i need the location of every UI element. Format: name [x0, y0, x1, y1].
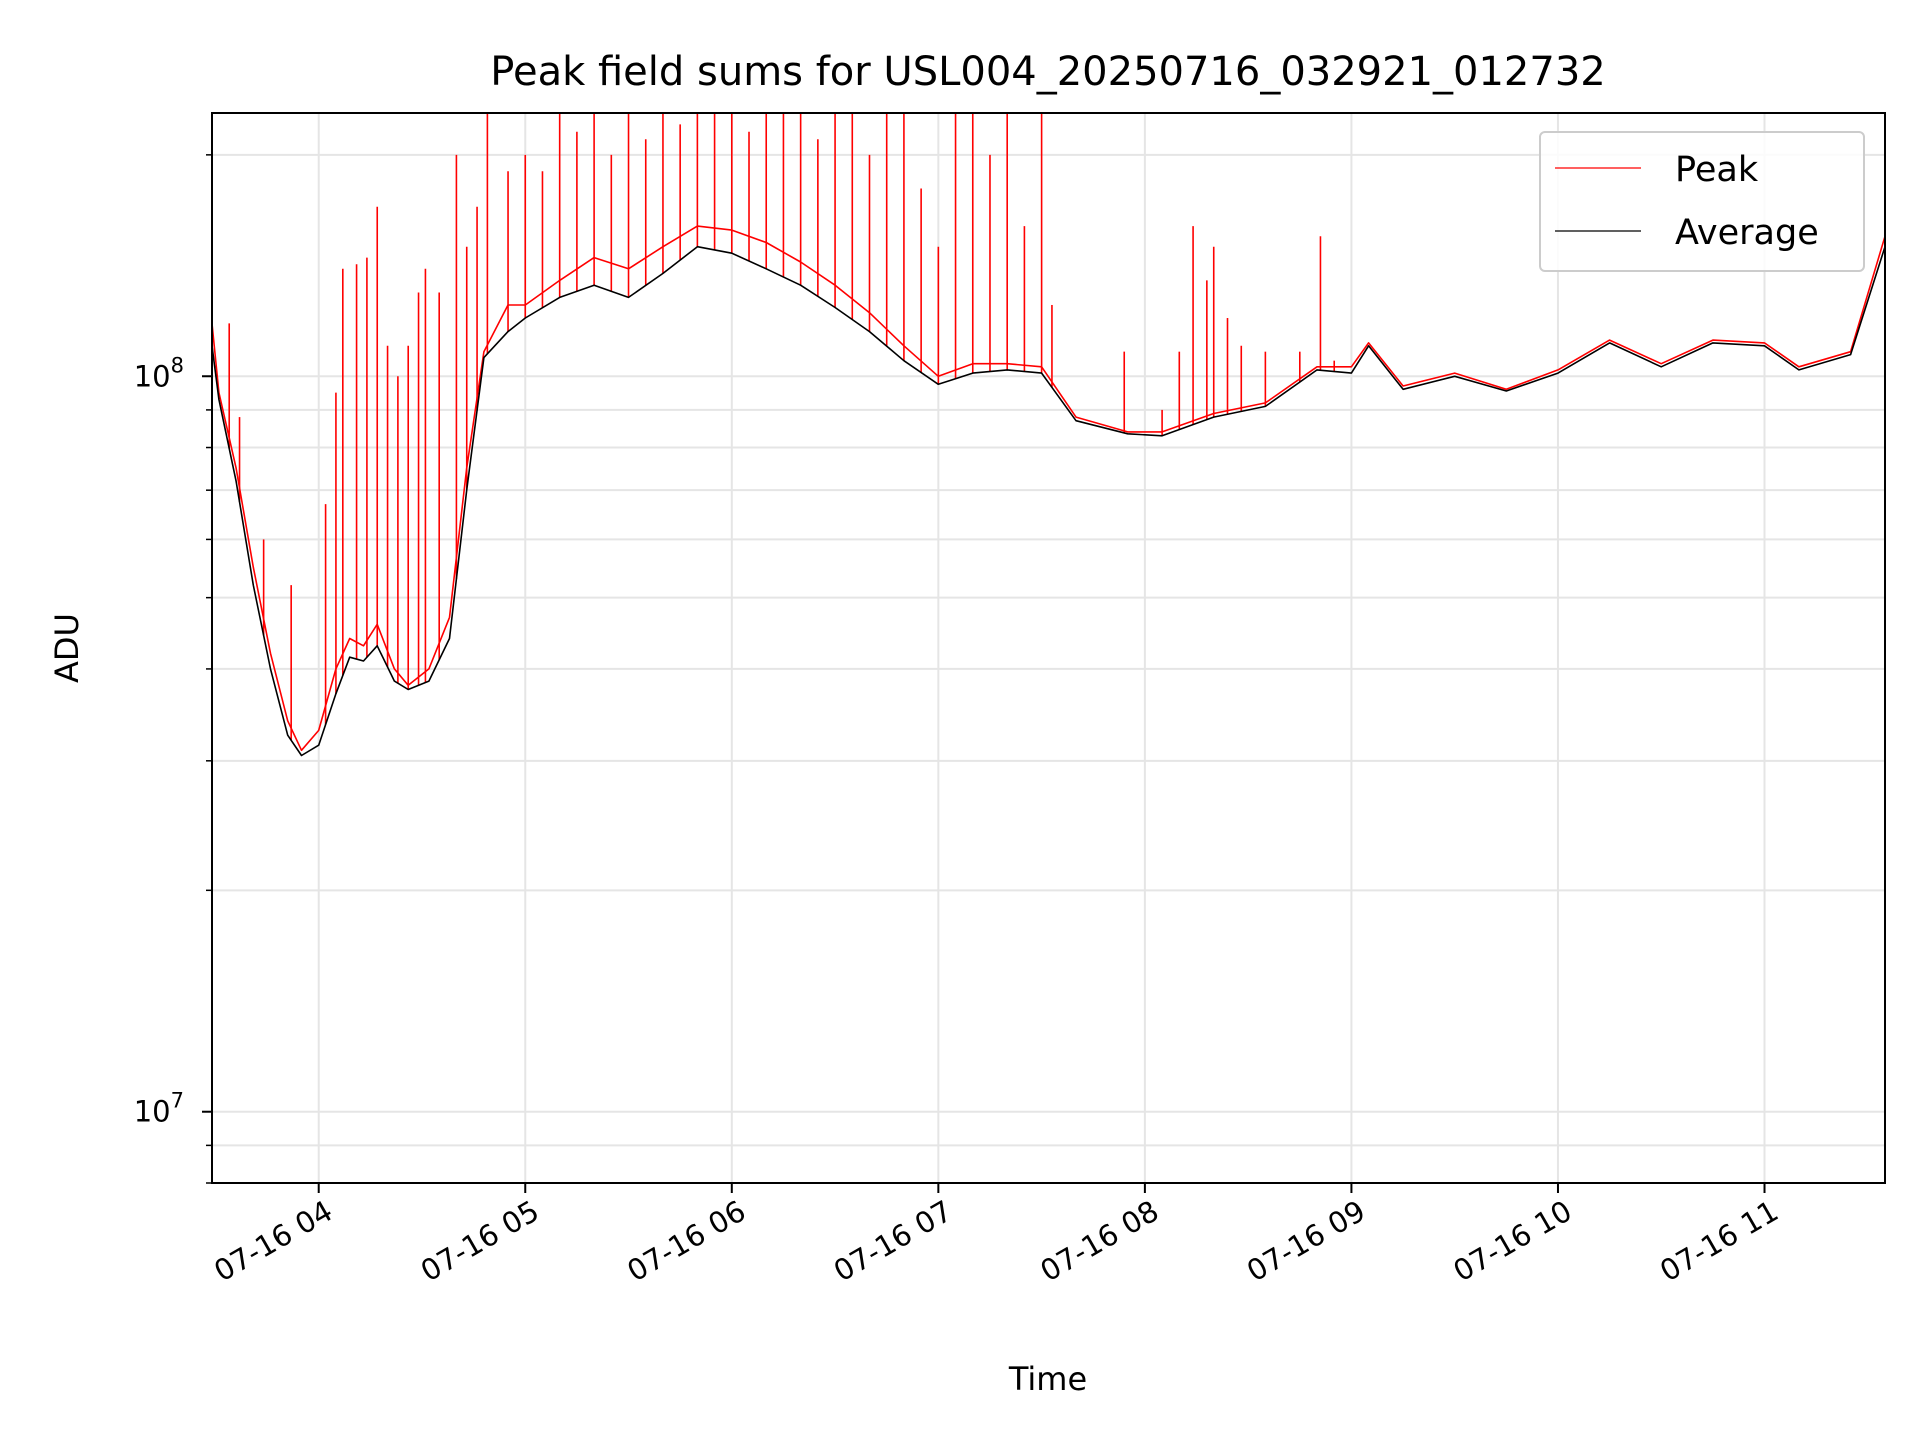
y-axis-title: ADU: [48, 613, 86, 683]
legend-frame: [1539, 131, 1865, 272]
plot-series: [211, 113, 1886, 757]
legend-label-peak: Peak: [1675, 150, 1759, 190]
x-axis-title: Time: [1008, 1360, 1087, 1398]
chart-title: Peak field sums for USL004_20250716_0329…: [490, 49, 1605, 95]
y-tick-label-exponent: 8: [171, 353, 184, 377]
y-tick-label: 108: [134, 353, 184, 393]
legend-label-average: Average: [1675, 213, 1819, 253]
peak-series-line: [211, 225, 1886, 752]
y-tick-label-base: 10: [134, 359, 171, 393]
y-tick-label: 107: [134, 1089, 184, 1129]
plot-frame: [211, 112, 1886, 1184]
legend: Peak Average: [1539, 131, 1865, 272]
average-series-line: [211, 245, 1886, 757]
y-tick-label-base: 10: [134, 1095, 171, 1129]
y-tick-label-exponent: 7: [171, 1089, 184, 1113]
